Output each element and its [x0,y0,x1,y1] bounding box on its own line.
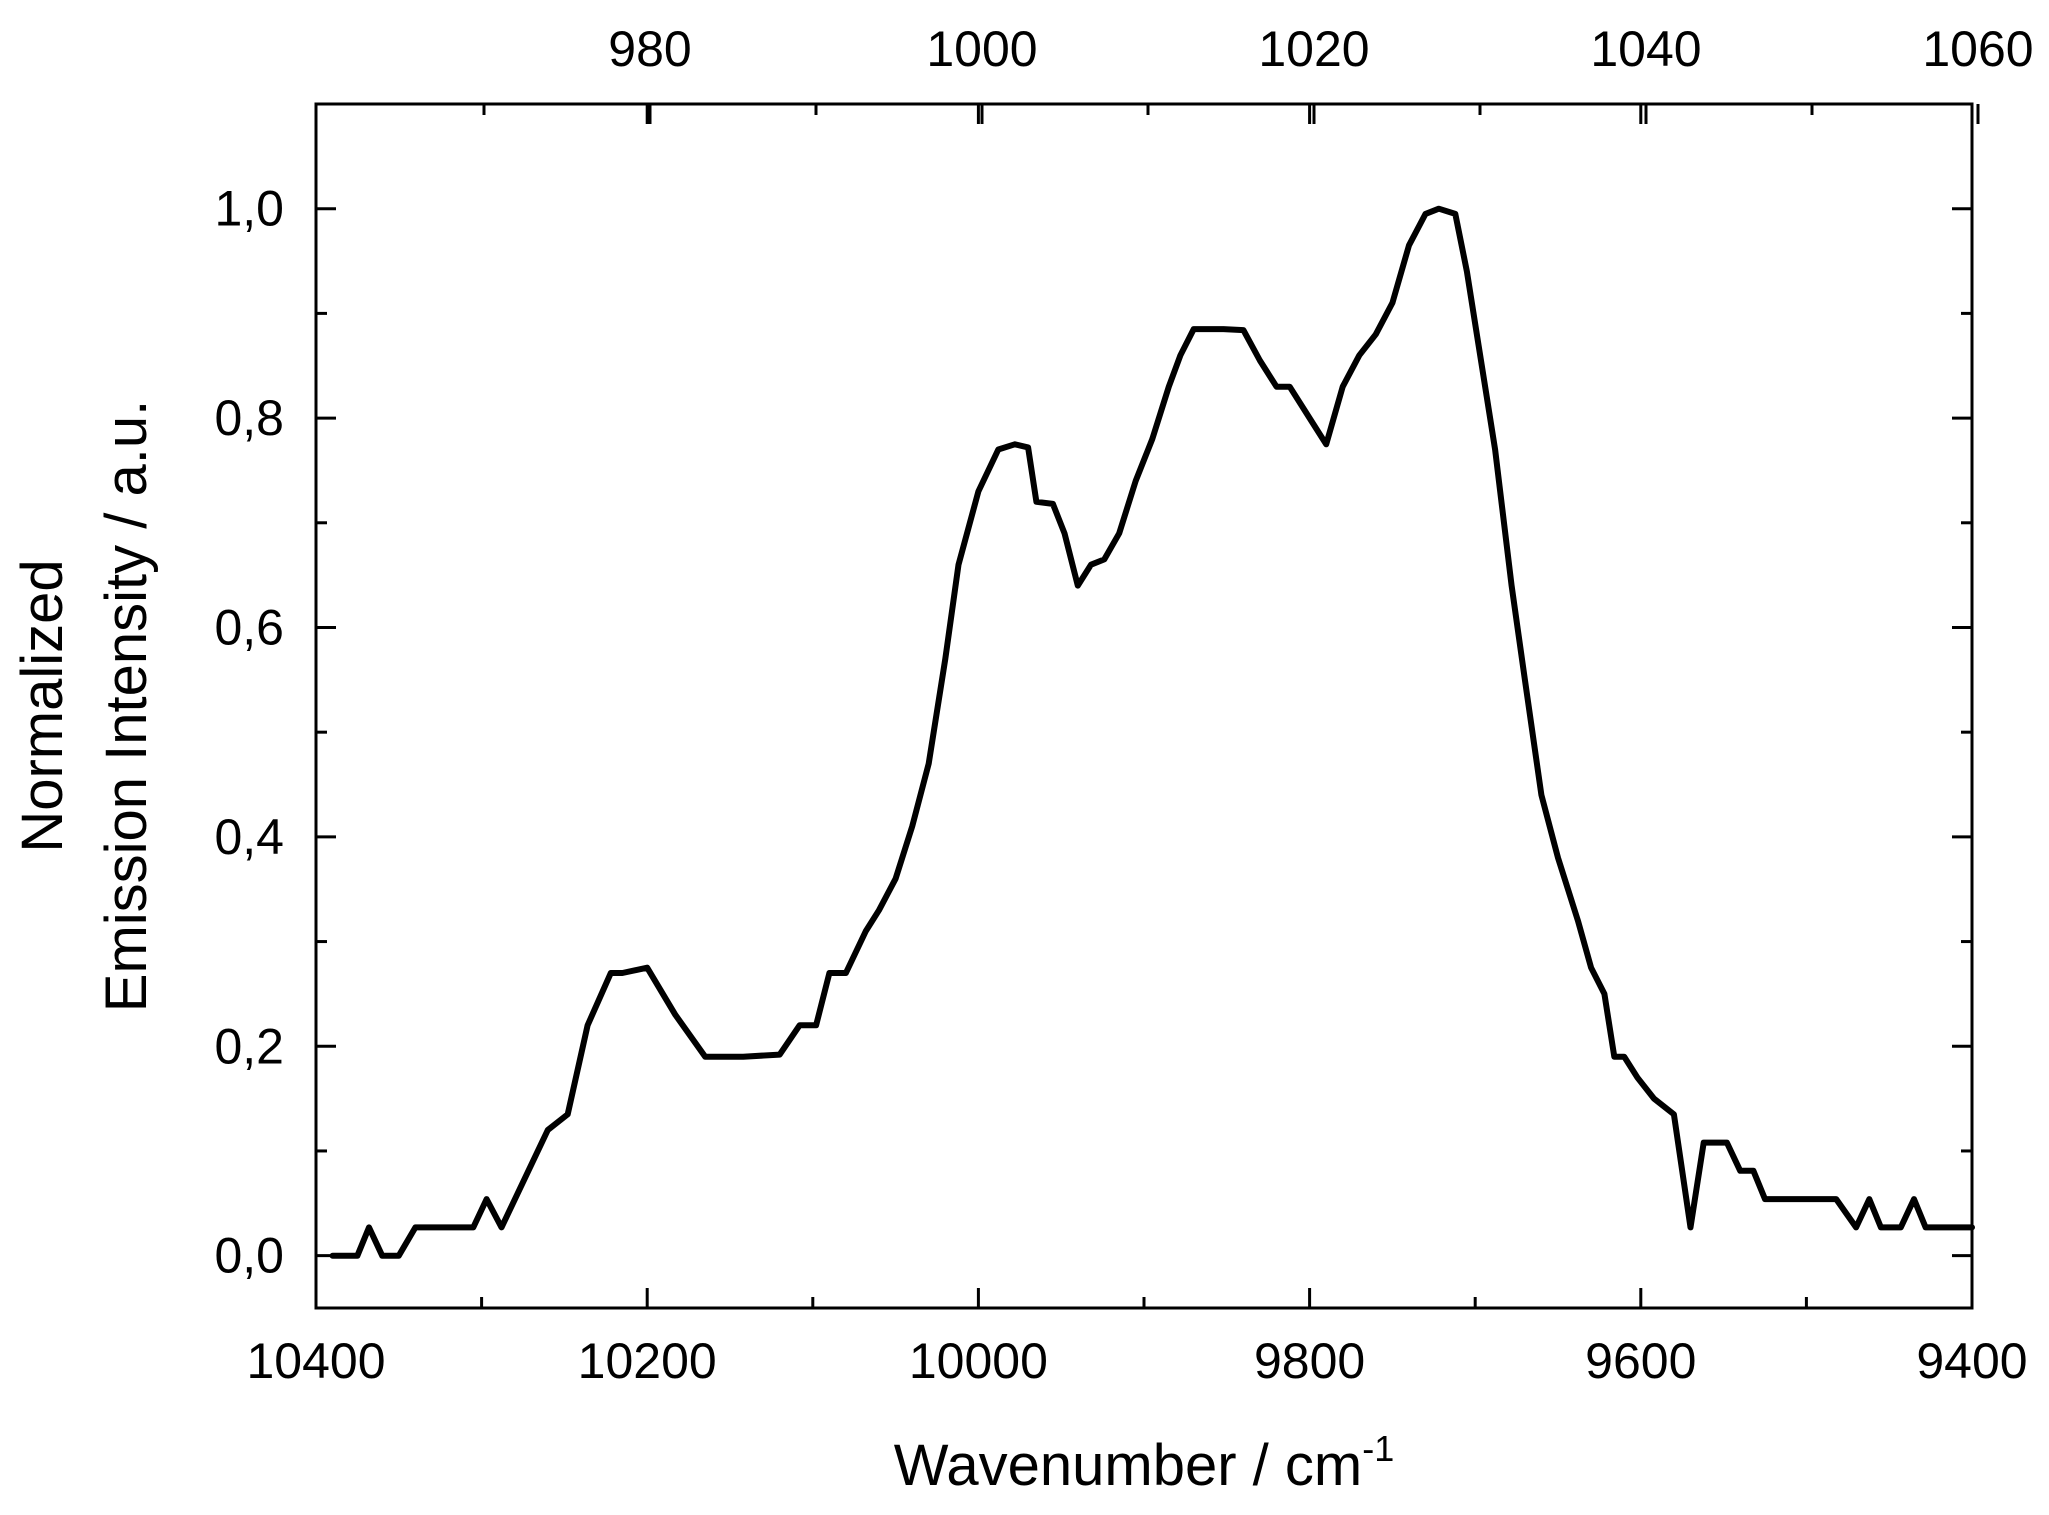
y-axis-title-line-1: Normalized [10,559,75,852]
y-tick-label: 0,0 [214,1228,284,1284]
x-axis-title: Wavenumber / cm-1 [894,1428,1394,1498]
x-axis-title-superscript: -1 [1362,1428,1394,1469]
x-tick-label: 10000 [909,1333,1048,1389]
x-tick-label: 9800 [1254,1333,1365,1389]
y-tick-label: 1,0 [214,181,284,237]
top-tick-label: 980 [608,21,691,77]
x-tick-label: 10400 [246,1333,385,1389]
x-tick-label: 9600 [1585,1333,1696,1389]
y-tick-label: 0,8 [214,390,284,446]
x-tick-label: 9400 [1916,1333,2027,1389]
y-axis-ticks: 0,0 0,2 0,4 0,6 0,8 1,0 [214,102,1972,1284]
y-tick-label: 0,4 [214,809,284,865]
top-tick-label: 1040 [1590,21,1701,77]
emission-spectrum-line [329,205,1975,1259]
plot-frame [314,102,1974,1310]
y-axis-title-line-2: Emission Intensity / a.u. [94,400,159,1012]
y-axis-title: Normalized Emission Intensity / a.u. [10,400,159,1012]
y-tick-label: 0,2 [214,1018,284,1074]
x-tick-label: 10200 [578,1333,717,1389]
y-tick-label: 0,6 [214,599,284,655]
top-tick-label: 1000 [926,21,1037,77]
top-tick-label: 1060 [1922,21,2033,77]
top-tick-label: 1020 [1258,21,1369,77]
x-axis-ticks: 10400 10200 10000 9800 9600 9400 [246,104,2028,1389]
top-axis-ticks: 980 1000 1020 1040 1060 [482,21,2034,124]
